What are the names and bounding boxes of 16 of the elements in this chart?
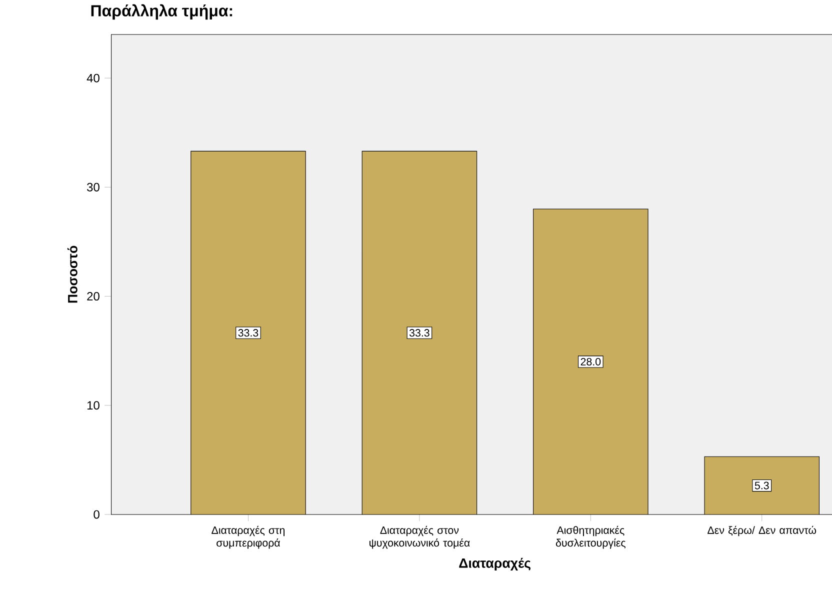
y-tick-label: 40 xyxy=(86,74,100,82)
y-tick-label: 0 xyxy=(94,510,100,519)
data-label: 33.3 xyxy=(409,329,430,337)
x-tick-label: Δεν ξέρω/ Δεν απαντώ xyxy=(708,526,816,536)
data-label: 28.0 xyxy=(580,358,601,366)
y-tick-label: 10 xyxy=(87,401,100,410)
x-tick-label: Διαταραχές στη συμπεριφορά xyxy=(212,526,285,549)
x-axis-title: Διαταραχές xyxy=(459,558,530,570)
data-label: 33.3 xyxy=(238,329,258,337)
chart-title: Παράλληλα τμήμα: xyxy=(91,4,232,20)
x-tick-label: Διαταραχές στον ψυχοκοινωνικό τομέα xyxy=(370,526,470,549)
y-axis-title: Ποσοστό xyxy=(67,246,78,303)
y-tick-label: 20 xyxy=(87,292,100,301)
x-tick-label: Αισθητηριακές δυσλειτουργίες xyxy=(556,526,626,549)
y-tick-label: 30 xyxy=(87,182,100,192)
data-label: 5.3 xyxy=(754,482,769,490)
